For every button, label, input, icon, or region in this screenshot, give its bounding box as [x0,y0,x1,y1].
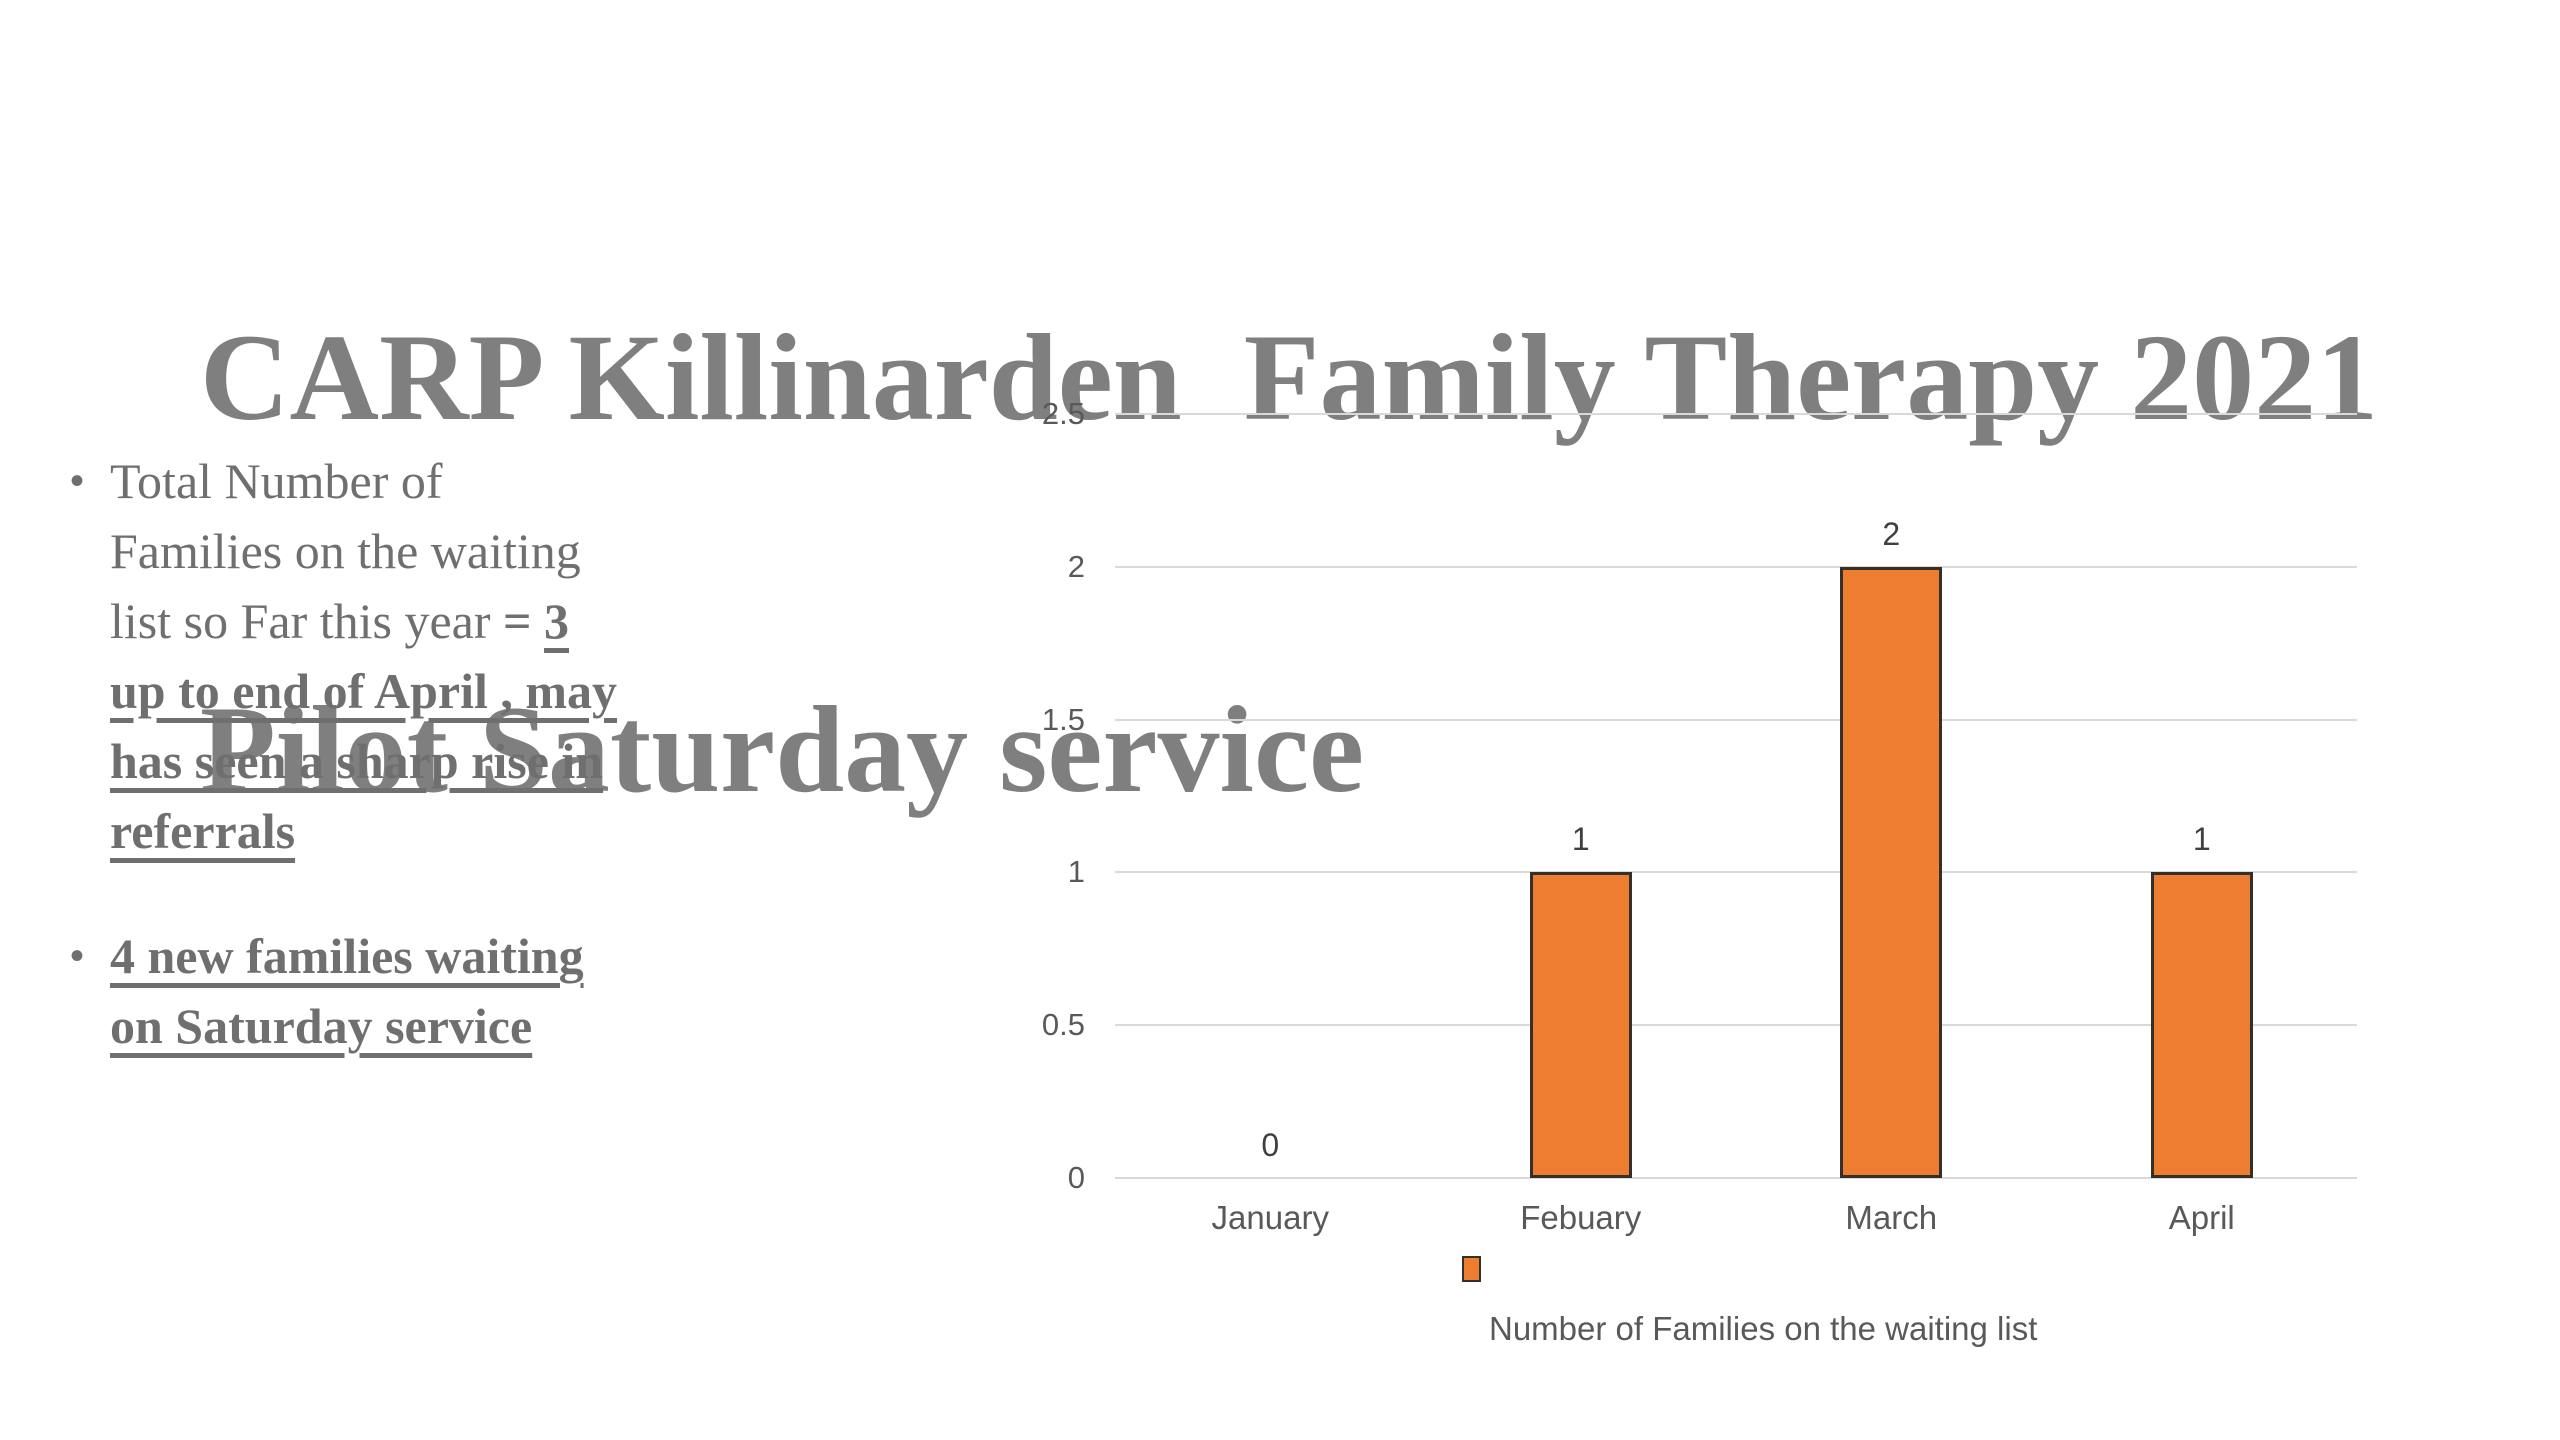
y-axis-tick-label: 0 [1067,1160,1085,1195]
bullet-marker: • [70,934,85,978]
y-axis-tick-label: 1.5 [1041,701,1085,737]
bullet-text: 4 new families waiting on Saturday servi… [110,921,625,1061]
gridline-2.5 [1115,413,2357,415]
bullet-item-1: • Total Number of Families on the waiting… [70,446,690,866]
data-label-march: 2 [1882,515,1901,552]
y-axis-tick-label: 2.5 [1041,396,1085,431]
bullet-text-segment: = [503,593,545,649]
x-axis-label-january: January [1211,1199,1329,1236]
bar-march [1840,566,1943,1178]
data-label-febuary: 1 [1571,821,1590,858]
y-axis-tick-label: 0.5 [1041,1007,1085,1043]
legend-label: Number of Families on the waiting list [1489,1310,2038,1347]
gridline-0 [1115,1177,2357,1179]
bullet-marker: • [70,459,85,503]
x-axis-label-febuary: Febuary [1520,1199,1642,1236]
bullet-item-2: • 4 new families waiting on Saturday serv… [70,921,690,1061]
gridline-2 [1115,565,2357,568]
legend-marker [1462,1256,1481,1282]
data-label-april: 1 [2192,821,2211,858]
data-label-january: 0 [1261,1127,1280,1163]
x-axis-label-march: March [1845,1199,1938,1236]
slide-title: CARP Killinarden Family Therapy 2021 Pil… [200,68,2378,1060]
bar-febuary [1529,872,1632,1178]
gridline-1.5 [1115,718,2357,721]
bullet-text: Total Number of Families on the waiting … [110,446,625,866]
slide-title-line2: Pilot Saturday service [200,681,1365,818]
gridline-1 [1115,871,2357,874]
slide-title-line1: CARP Killinarden Family Therapy 2021 [200,309,2379,446]
bullet-text-segment: 4 new families waiting on Saturday servi… [110,928,584,1054]
gridline-0.5 [1115,1024,2357,1027]
bar-april [2150,872,2253,1178]
bullet-list: • Total Number of Families on the waiting… [70,446,690,1061]
x-axis-label-april: April [2168,1199,2235,1236]
bullet-text-segment: 3 up to end of April , may has seen a sh… [110,593,618,859]
y-axis-tick-label: 2 [1067,548,1085,584]
y-axis-tick-label: 1 [1067,854,1085,890]
bullet-text-segment: Total Number of Families on the waiting … [110,453,581,649]
